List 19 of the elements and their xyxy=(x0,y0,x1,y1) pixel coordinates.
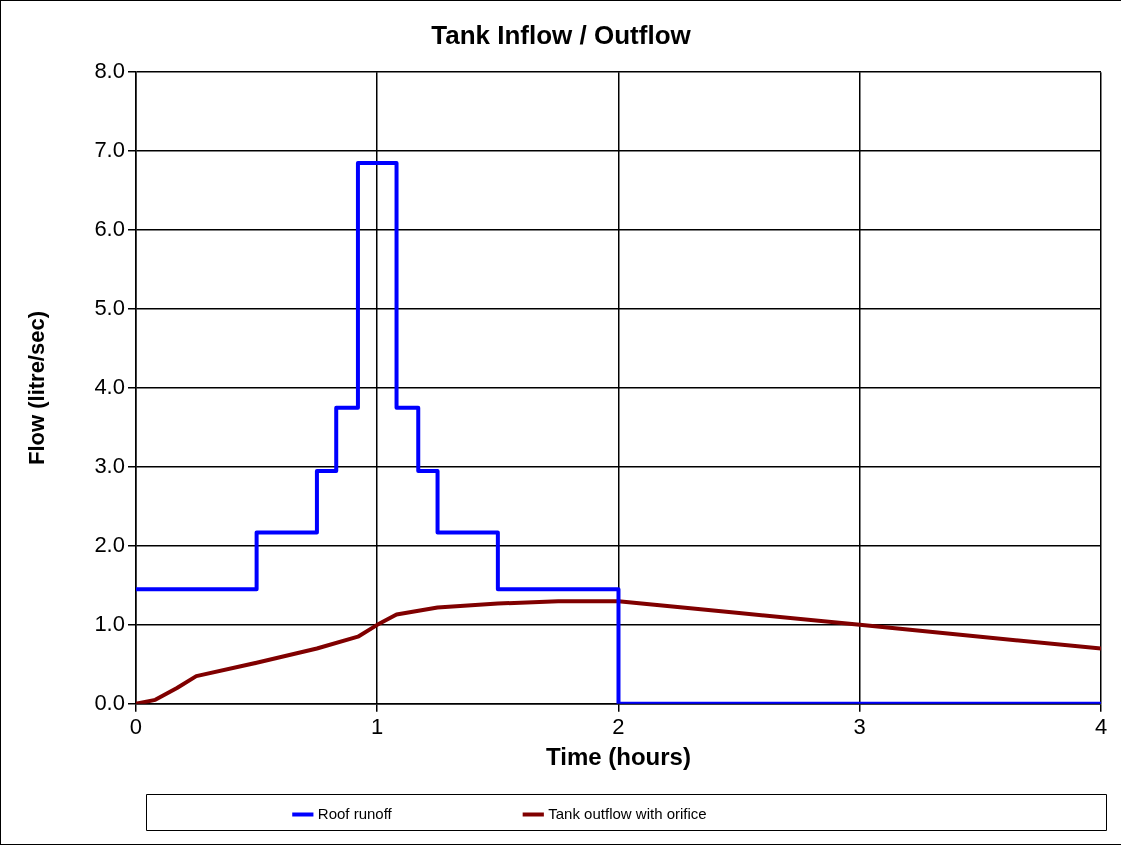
chart-title: Tank Inflow / Outflow xyxy=(431,19,692,50)
x-tick-label: 4 xyxy=(1094,714,1108,740)
x-tick-label: 3 xyxy=(853,714,866,740)
y-tick-label: 1.0 xyxy=(94,610,125,636)
y-tick-label: 2.0 xyxy=(94,531,125,557)
y-tick-label: 6.0 xyxy=(94,216,125,242)
y-tick-label: 5.0 xyxy=(94,295,125,321)
y-tick-label: 7.0 xyxy=(94,137,125,163)
x-tick-label: 0 xyxy=(129,714,143,740)
y-axis-title: Flow (litre/sec) xyxy=(24,310,50,466)
y-tick-label: 0.0 xyxy=(94,689,125,715)
legend-label: Roof runoff xyxy=(317,804,512,822)
y-tick-label: 8.0 xyxy=(94,58,125,84)
legend-label: Tank outflow with orifice xyxy=(548,804,827,822)
x-tick-label: 1 xyxy=(371,714,384,740)
x-tick-label: 2 xyxy=(612,714,625,740)
x-axis-title: Time (hours) xyxy=(546,743,691,771)
y-tick-label: 3.0 xyxy=(94,453,125,479)
y-tick-label: 4.0 xyxy=(94,374,125,400)
